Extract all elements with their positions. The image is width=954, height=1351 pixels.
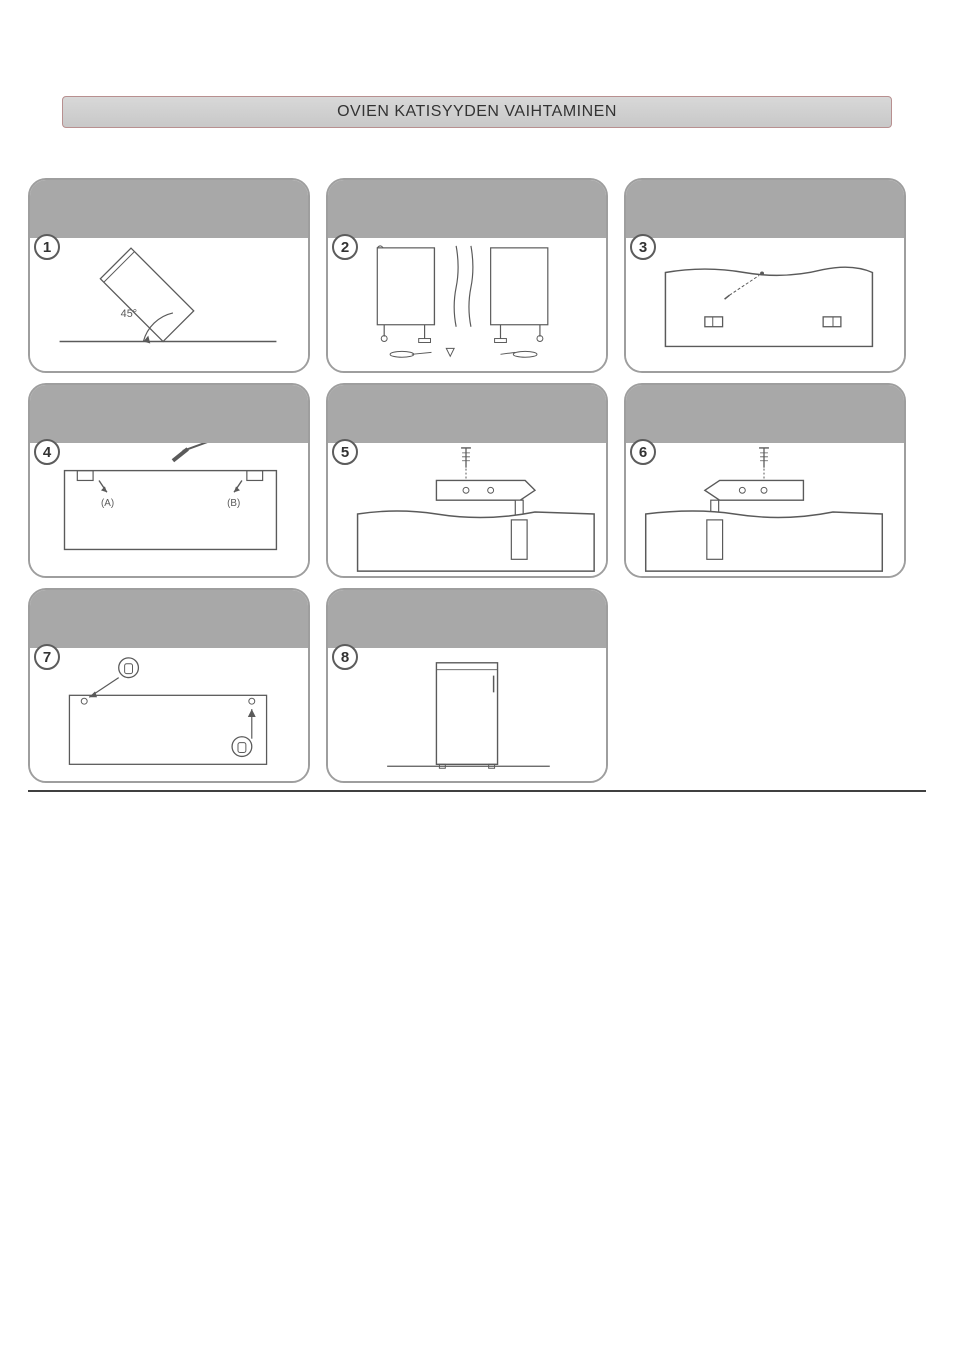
step-number-text: 6 [639,444,647,461]
feet-diagram [328,238,606,373]
step-number-text: 4 [43,444,51,461]
card-head [328,385,606,443]
step-number: 8 [332,644,358,670]
step-number-text: 3 [639,239,647,256]
tilt-diagram: 45° [30,238,308,373]
handle-diagram [30,648,308,783]
step-card-1: 1 45° [28,178,310,373]
card-head [626,385,904,443]
card-body [626,443,904,576]
card-body [626,238,904,371]
step-number-text: 5 [341,444,349,461]
page: OVIEN KATISYYDEN VAIHTAMINEN 1 45° [0,0,954,1351]
step-number: 6 [630,439,656,465]
step-card-4: 4 (A) (B) [28,383,310,578]
step-number: 4 [34,439,60,465]
step-card-7: 7 [28,588,310,783]
step-card-2: 2 [326,178,608,373]
label-b: (B) [227,498,240,509]
step-number-text: 8 [341,649,349,666]
steps-grid: 1 45° 2 [28,178,926,783]
screw-icon [759,448,769,468]
step-number: 5 [332,439,358,465]
hinge-left-diagram [626,443,904,578]
step-number: 2 [332,234,358,260]
step-card-6: 6 [624,383,906,578]
section-title: OVIEN KATISYYDEN VAIHTAMINEN [62,96,892,128]
card-head [30,590,308,648]
card-head [328,590,606,648]
card-body [30,648,308,781]
card-head [328,180,606,238]
section-title-text: OVIEN KATISYYDEN VAIHTAMINEN [337,103,617,121]
divider [28,790,926,792]
card-body [328,238,606,371]
hinge-right-diagram [328,443,606,578]
step-card-3: 3 [624,178,906,373]
card-body [328,648,606,781]
card-body: (A) (B) [30,443,308,576]
final-diagram [328,648,606,783]
screw-icon [461,448,471,468]
step-number-text: 7 [43,649,51,666]
step-number-text: 2 [341,239,349,256]
card-head [30,385,308,443]
card-head [626,180,904,238]
step-number: 3 [630,234,656,260]
step-number: 1 [34,234,60,260]
step-card-5: 5 [326,383,608,578]
swap-hinge-diagram: (A) (B) [30,443,308,578]
step-card-8: 8 [326,588,608,783]
angle-label: 45° [121,308,137,320]
step-number: 7 [34,644,60,670]
card-body: 45° [30,238,308,371]
step-number-text: 1 [43,239,51,256]
top-panel-diagram [626,238,904,373]
card-head [30,180,308,238]
card-body [328,443,606,576]
label-a: (A) [101,498,114,509]
